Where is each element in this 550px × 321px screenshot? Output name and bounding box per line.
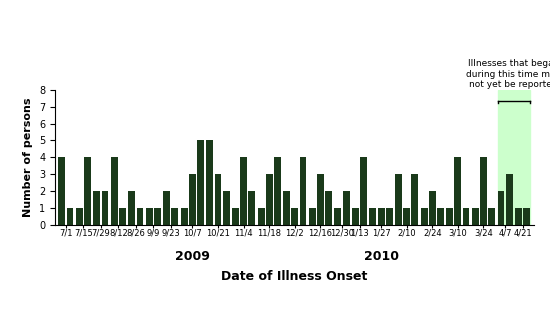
Text: Date of Illness Onset: Date of Illness Onset: [221, 270, 367, 283]
Bar: [309, 208, 316, 225]
Bar: [446, 208, 453, 225]
Bar: [163, 191, 170, 225]
Bar: [463, 208, 470, 225]
Bar: [352, 208, 359, 225]
Bar: [94, 191, 100, 225]
Bar: [498, 90, 530, 225]
Bar: [421, 208, 427, 225]
Bar: [429, 191, 436, 225]
Bar: [274, 157, 281, 225]
Bar: [472, 208, 479, 225]
Bar: [283, 191, 290, 225]
Bar: [411, 174, 418, 225]
Bar: [498, 191, 504, 225]
Bar: [395, 174, 402, 225]
Bar: [343, 191, 350, 225]
Text: 2009: 2009: [175, 250, 210, 263]
Bar: [232, 208, 239, 225]
Bar: [58, 157, 65, 225]
Bar: [454, 157, 461, 225]
Bar: [240, 157, 247, 225]
Bar: [67, 208, 74, 225]
Bar: [488, 208, 495, 225]
Bar: [197, 141, 204, 225]
Bar: [154, 208, 161, 225]
Bar: [189, 174, 196, 225]
Bar: [136, 208, 144, 225]
Bar: [360, 157, 367, 225]
Bar: [248, 191, 255, 225]
Bar: [206, 141, 213, 225]
Bar: [146, 208, 153, 225]
Bar: [266, 174, 273, 225]
Bar: [370, 208, 376, 225]
Bar: [84, 157, 91, 225]
Bar: [181, 208, 188, 225]
Bar: [505, 174, 513, 225]
Bar: [386, 208, 393, 225]
Bar: [128, 191, 135, 225]
Bar: [102, 191, 108, 225]
Bar: [317, 174, 324, 225]
Bar: [300, 157, 306, 225]
Bar: [214, 174, 222, 225]
Y-axis label: Number of persons: Number of persons: [24, 98, 34, 217]
Bar: [403, 208, 410, 225]
Text: 2010: 2010: [364, 250, 399, 263]
Bar: [172, 208, 178, 225]
Text: Illnesses that began
during this time may
not yet be reported: Illnesses that began during this time ma…: [466, 59, 550, 89]
Bar: [119, 208, 126, 225]
Bar: [292, 208, 298, 225]
Bar: [437, 208, 444, 225]
Bar: [111, 157, 118, 225]
Bar: [223, 191, 229, 225]
Bar: [325, 191, 332, 225]
Bar: [480, 157, 487, 225]
Bar: [523, 208, 530, 225]
Bar: [334, 208, 342, 225]
Bar: [76, 208, 83, 225]
Bar: [257, 208, 265, 225]
Bar: [378, 208, 384, 225]
Bar: [515, 208, 522, 225]
